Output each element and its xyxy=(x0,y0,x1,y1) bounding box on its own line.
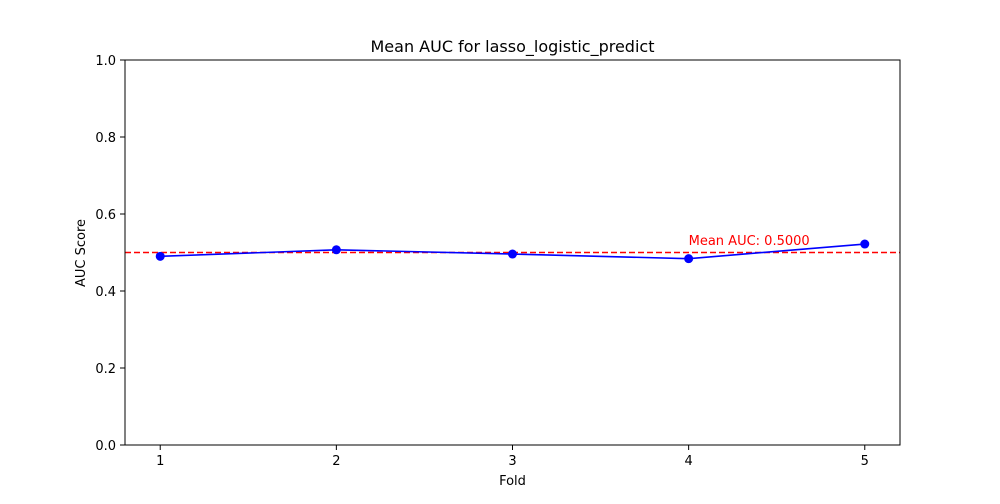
chart-title: Mean AUC for lasso_logistic_predict xyxy=(371,37,655,57)
data-point-fold-5 xyxy=(860,239,870,249)
x-tick-label-1: 1 xyxy=(156,454,164,469)
axis-ticks: 1 2 3 4 5 0.0 0.2 0.4 0.6 0.8 1.0 xyxy=(95,54,869,469)
x-tick-label-5: 5 xyxy=(861,454,869,469)
data-point-fold-4 xyxy=(684,254,694,264)
data-point-fold-3 xyxy=(508,249,517,259)
y-tick-label-5: 1.0 xyxy=(95,54,116,69)
x-tick-label-4: 4 xyxy=(684,454,692,469)
x-tick-label-2: 2 xyxy=(332,454,340,469)
y-axis-label: AUC Score xyxy=(74,219,89,287)
y-tick-label-1: 0.2 xyxy=(95,362,116,377)
x-tick-label-3: 3 xyxy=(508,454,516,469)
mean-auc-annotation: Mean AUC: 0.5000 xyxy=(689,234,810,249)
data-point-fold-1 xyxy=(155,251,165,261)
y-tick-label-0: 0.0 xyxy=(95,439,116,454)
data-point-fold-2 xyxy=(331,245,341,255)
x-axis-label: Fold xyxy=(499,474,526,489)
series-layer xyxy=(155,239,870,264)
y-tick-label-3: 0.6 xyxy=(95,208,116,223)
y-tick-label-2: 0.4 xyxy=(95,285,116,300)
y-tick-label-4: 0.8 xyxy=(95,131,116,146)
plot-frame xyxy=(124,59,901,446)
